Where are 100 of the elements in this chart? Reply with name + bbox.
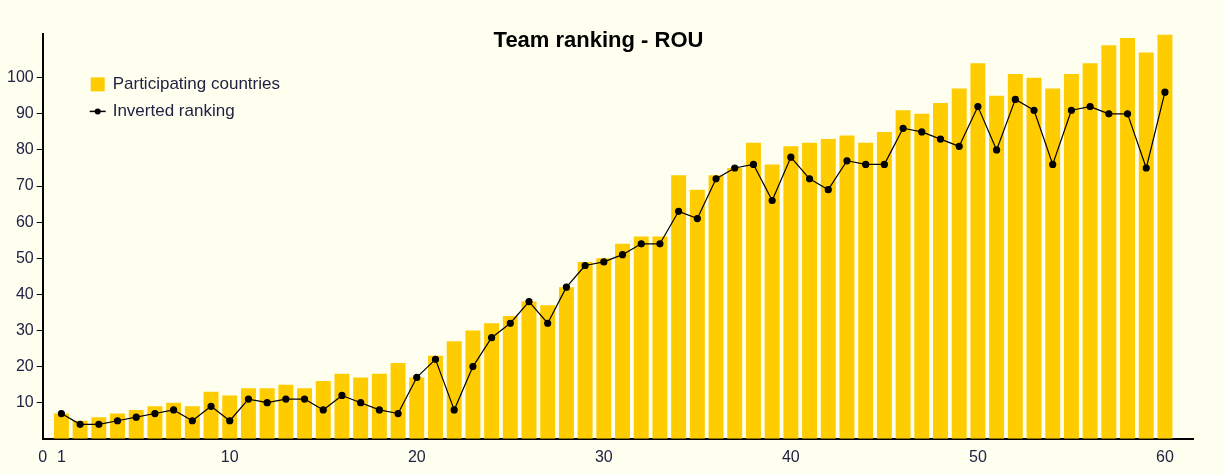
point [132,413,140,421]
point [1161,88,1169,96]
bar [465,330,481,439]
bar [1082,63,1098,439]
bar [484,323,500,439]
x-tick-label: 1 [56,447,66,465]
bar [334,373,350,439]
point [544,319,552,327]
y-tick-label: 90 [15,104,34,122]
bar [446,341,462,439]
point [1067,106,1076,114]
y-tick-label: 80 [15,140,34,158]
point [113,417,122,425]
bar [577,261,593,439]
y-tick-label: 60 [15,212,34,230]
bar [259,388,275,439]
bar [633,236,649,439]
point [899,124,907,132]
y-tick-label: 10 [15,393,34,411]
bar [858,142,874,439]
bar [989,95,1005,439]
point [693,214,701,223]
point [488,334,496,342]
point [1105,110,1113,118]
point [955,142,963,150]
point [431,355,440,363]
point [600,258,608,266]
point [450,406,458,414]
point [880,160,888,168]
bar [409,377,425,439]
bar [727,168,743,439]
bar [1138,52,1154,439]
y-tick-label: 100 [6,68,34,86]
bar [914,113,930,439]
bar [222,395,238,439]
point [656,240,664,248]
point [76,420,84,428]
point [805,175,814,183]
bar [390,362,406,439]
point [581,261,589,270]
point [675,207,683,215]
point [207,402,215,410]
point [731,164,739,172]
point [375,406,383,414]
bar [1101,45,1117,439]
point [506,319,514,327]
bar [297,388,313,439]
point [394,409,402,418]
point [862,160,870,168]
point [787,153,795,161]
bar [820,139,836,439]
bar [353,377,369,439]
point [188,417,196,425]
x-tick-label: 30 [594,447,613,465]
bar [745,142,761,439]
point [749,160,758,168]
point [1049,160,1057,168]
bar [839,135,855,439]
bar [933,103,948,439]
y-tick-label: 20 [15,356,34,374]
bar [1026,77,1042,439]
bar [428,355,443,439]
x-tick-label: 60 [1156,447,1174,465]
x-tick-label: 0 [38,447,48,465]
bar [240,388,256,439]
legend-label: Participating countries [112,74,280,94]
point [300,395,309,403]
bar [521,301,537,439]
point [637,240,645,248]
bar [1045,88,1061,439]
point [1123,110,1132,118]
bar [1007,74,1023,439]
point [824,186,832,194]
point [1142,164,1150,172]
x-tick-label: 10 [220,447,239,465]
point [319,406,327,414]
point [226,417,234,425]
bar [596,258,612,439]
point [993,146,1001,154]
y-tick-label: 70 [15,176,34,194]
bar [615,243,631,439]
point [413,373,421,382]
point [244,395,253,403]
point [974,103,982,111]
x-tick-label: 20 [407,447,426,465]
bar [951,88,967,439]
bar [315,381,331,439]
bar [540,305,556,439]
bar [558,287,574,439]
bar [783,146,799,439]
bar [502,316,518,439]
bar [371,373,387,439]
point [843,157,851,165]
bar [203,391,219,439]
point [712,175,720,183]
bar [278,384,294,439]
bar [689,189,705,439]
point [618,251,627,259]
bar [764,164,780,439]
point [151,409,159,418]
